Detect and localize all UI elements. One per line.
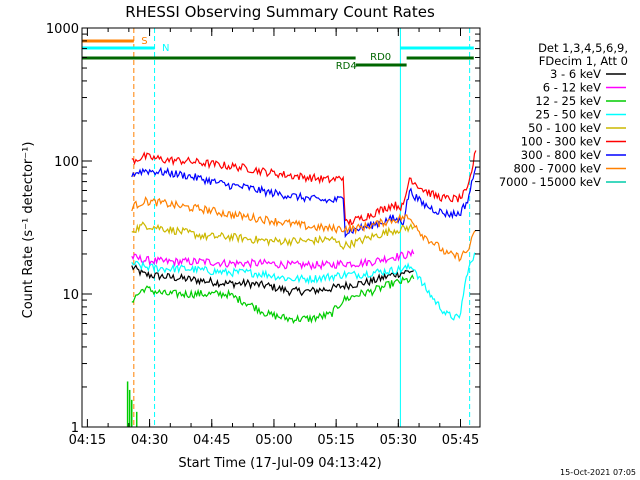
y-tick-label: 1	[71, 421, 79, 436]
plot-frame	[81, 27, 481, 428]
legend-header-line: Det 1,3,4,5,6,9,	[538, 41, 628, 55]
x-tick-label: 04:45	[193, 433, 230, 448]
legend: Det 1,3,4,5,6,9,FDecim 1, Att 03 - 6 keV…	[499, 41, 628, 189]
generation-timestamp: 15-Oct-2021 07:05	[560, 468, 636, 477]
series-line-4	[131, 221, 415, 251]
series-line-5	[131, 150, 477, 227]
series-line-2	[131, 274, 415, 325]
series-line-1	[131, 248, 415, 271]
x-tick-label: 05:30	[380, 433, 417, 448]
x-tick-label: 04:15	[69, 433, 106, 448]
legend-entry-label: 3 - 6 keV	[550, 67, 601, 81]
series-line-7	[131, 195, 477, 263]
legend-entry-label: 100 - 300 keV	[521, 135, 601, 149]
legend-entry-label: 25 - 50 keV	[535, 108, 601, 122]
x-tick-label: 05:15	[317, 433, 354, 448]
legend-header-line: FDecim 1, Att 0	[539, 54, 628, 68]
legend-entry-label: 800 - 7000 keV	[513, 162, 601, 176]
y-axis-label: Count Rate (s⁻¹ detector⁻¹)	[21, 142, 36, 319]
y-tick-label: 10	[62, 288, 79, 303]
chart-title: RHESSI Observing Summary Count Rates	[125, 3, 435, 21]
x-axis-label: Start Time (17-Jul-09 04:13:42)	[178, 456, 381, 471]
y-tick-label: 1000	[46, 22, 79, 37]
legend-entry-label: 12 - 25 keV	[535, 94, 601, 108]
series-line-3	[131, 252, 477, 321]
series-line-0	[131, 264, 414, 297]
flag-label-s: S	[141, 36, 147, 47]
legend-entry-label: 6 - 12 keV	[543, 81, 601, 95]
y-tick-label: 100	[54, 155, 79, 170]
x-tick-label: 05:45	[442, 433, 479, 448]
legend-entry-label: 300 - 800 keV	[521, 148, 601, 162]
plot-background	[82, 28, 480, 427]
plot-area	[82, 28, 480, 427]
series-layer	[126, 150, 477, 427]
flag-label-rd0: RD0	[370, 52, 391, 63]
flag-label-n: N	[162, 43, 169, 54]
flag-label-rd4: RD4	[336, 61, 357, 72]
legend-entry-label: 50 - 100 keV	[528, 121, 601, 135]
axis-layer: 04:15 04:30 04:45 05:00 05:15 05:30 05:45 1 10 10…	[46, 22, 481, 448]
x-tick-label: 05:00	[255, 433, 292, 448]
legend-entry-label: 7000 - 15000 keV	[499, 175, 601, 189]
x-tick-label: 04:30	[131, 433, 168, 448]
series-line-6	[131, 166, 477, 239]
